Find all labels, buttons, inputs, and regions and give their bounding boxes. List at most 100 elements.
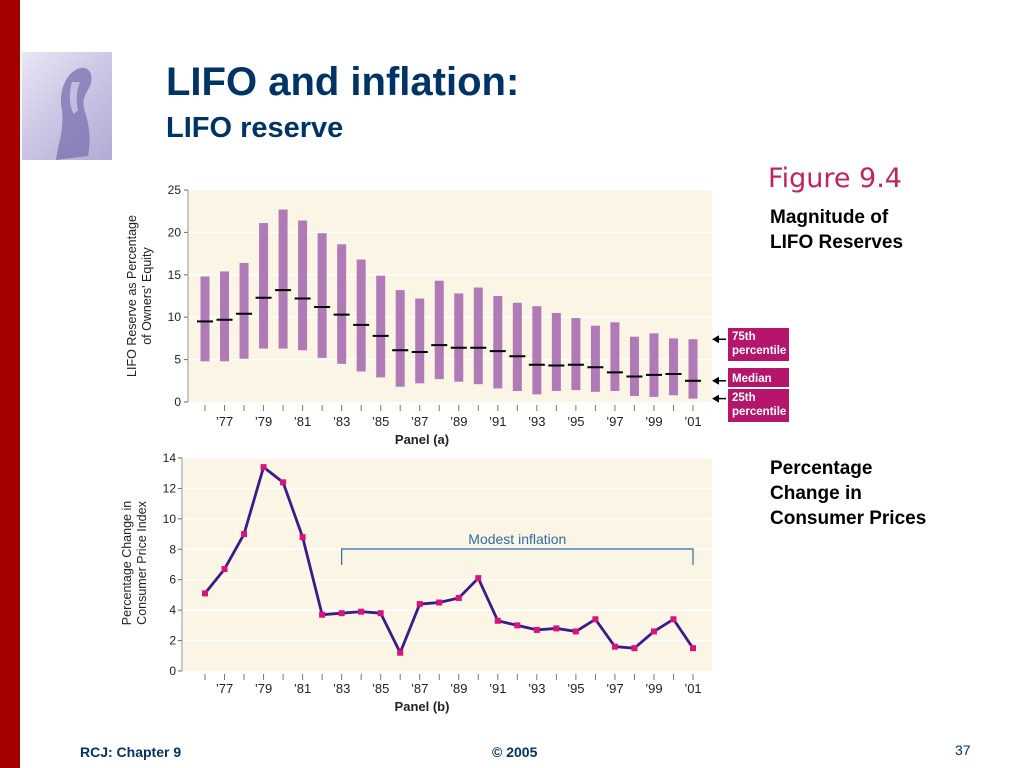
note-cpi-line: Change in (770, 483, 862, 504)
x-tick-label: ’97 (606, 681, 623, 696)
range-bar (239, 262, 249, 359)
annotation-label: Modest inflation (468, 531, 566, 547)
range-bar (415, 298, 425, 384)
y-tick-label: 10 (163, 512, 177, 526)
cpi-point (280, 479, 287, 486)
range-bar (454, 293, 464, 382)
legend-arrow-head (712, 376, 719, 385)
annotation-bracket (341, 548, 694, 565)
x-tick-label: ’83 (333, 414, 350, 429)
range-bar (337, 244, 347, 364)
y-tick-label: 25 (168, 183, 182, 197)
x-tick-label: ’85 (372, 414, 389, 429)
x-tick-label: ’93 (528, 414, 545, 429)
range-bar (356, 259, 366, 372)
range-bar (532, 306, 542, 395)
range-bar (200, 276, 210, 362)
range-bar (512, 302, 522, 391)
range-bar (473, 287, 483, 385)
thinker-logo-image (22, 52, 112, 160)
x-tick-label: ’01 (684, 681, 701, 696)
plot-background (188, 190, 712, 402)
x-tick-label: ’83 (333, 681, 350, 696)
x-tick-label: ’81 (294, 414, 311, 429)
x-tick-label: ’81 (294, 681, 311, 696)
cpi-point (202, 590, 208, 597)
x-tick-label: ’95 (567, 681, 584, 696)
x-tick-label: ’77 (216, 681, 233, 696)
note-magnitude: Magnitude of LIFO Reserves (770, 205, 903, 255)
cpi-point (455, 594, 462, 601)
panel-a-chart: 0 5 10 15 20 25 ’77 ’79 ’81 ’83 ’85 ’87 ’89 ’91 ’93 ’95… (125, 183, 789, 447)
left-accent-bar (0, 0, 20, 768)
legend-label: 25th (732, 392, 756, 404)
cpi-point (572, 628, 579, 635)
cpi-point (592, 616, 599, 623)
cpi-point (690, 645, 696, 652)
range-bar (649, 333, 659, 397)
note-magnitude-line: Magnitude of (770, 207, 889, 228)
y-tick-label: 20 (168, 225, 182, 239)
cpi-point (221, 566, 228, 573)
legend-label: percentile (732, 406, 786, 418)
figure-label: Figure 9.4 (768, 163, 902, 194)
x-tick-label: ’87 (411, 681, 428, 696)
cpi-point (377, 610, 384, 617)
range-bar (590, 325, 600, 392)
legend-box (728, 389, 789, 422)
y-axis-title: Consumer Price Index (135, 500, 149, 624)
y-tick-label: 6 (169, 573, 176, 587)
cpi-point (397, 649, 404, 656)
cpi-point (611, 643, 618, 650)
x-tick-label: ’01 (684, 414, 701, 429)
cpi-point (650, 628, 657, 635)
x-tick-label: ’87 (411, 414, 428, 429)
range-bar (629, 336, 639, 397)
footer-copyright: © 2005 (492, 744, 538, 760)
cpi-line (203, 465, 695, 655)
y-tick-label: 10 (168, 310, 182, 324)
y-axis-title: Percentage Change in (120, 501, 134, 625)
range-bar (220, 271, 230, 362)
cpi-point (241, 531, 248, 538)
legend-box (728, 328, 789, 361)
range-bar (610, 322, 620, 391)
cpi-point (260, 464, 267, 471)
page-number: 37 (955, 742, 971, 758)
cpi-point (416, 601, 423, 608)
range-bar (493, 296, 503, 389)
y-axis-title: of Owners' Equity (140, 246, 154, 344)
legend-arrow-head (712, 394, 719, 403)
cpi-point (319, 611, 326, 618)
legend-label: Median (732, 373, 772, 385)
y-tick-label: 12 (163, 481, 177, 495)
range-bar (376, 275, 386, 378)
cpi-point (358, 608, 365, 615)
x-tick-label: ’99 (645, 681, 662, 696)
legend-arrow-head (712, 335, 719, 344)
cpi-point (514, 622, 521, 629)
x-tick-label: ’79 (255, 681, 272, 696)
x-tick-label: ’89 (450, 414, 467, 429)
cpi-point (436, 599, 443, 606)
slide-title: LIFO and inflation: (166, 60, 520, 104)
plot-background (182, 458, 712, 671)
cpi-point (670, 616, 677, 623)
range-bar (571, 318, 581, 391)
range-bar (668, 338, 678, 396)
legend-box (728, 368, 789, 387)
x-tick-label: ’85 (372, 681, 389, 696)
x-axis-title: Panel (a) (395, 432, 449, 447)
footer-chapter: RCJ: Chapter 9 (80, 744, 182, 760)
cpi-point (299, 534, 306, 541)
x-tick-label: ’95 (567, 414, 584, 429)
y-axis-title: LIFO Reserve as Percentage (125, 215, 139, 377)
cpi-point (338, 610, 345, 617)
range-bar (551, 312, 561, 391)
y-tick-label: 8 (169, 542, 176, 556)
note-magnitude-line: LIFO Reserves (770, 232, 904, 253)
x-tick-label: ’79 (255, 414, 272, 429)
x-tick-label: ’97 (606, 414, 623, 429)
x-tick-label: ’77 (216, 414, 233, 429)
